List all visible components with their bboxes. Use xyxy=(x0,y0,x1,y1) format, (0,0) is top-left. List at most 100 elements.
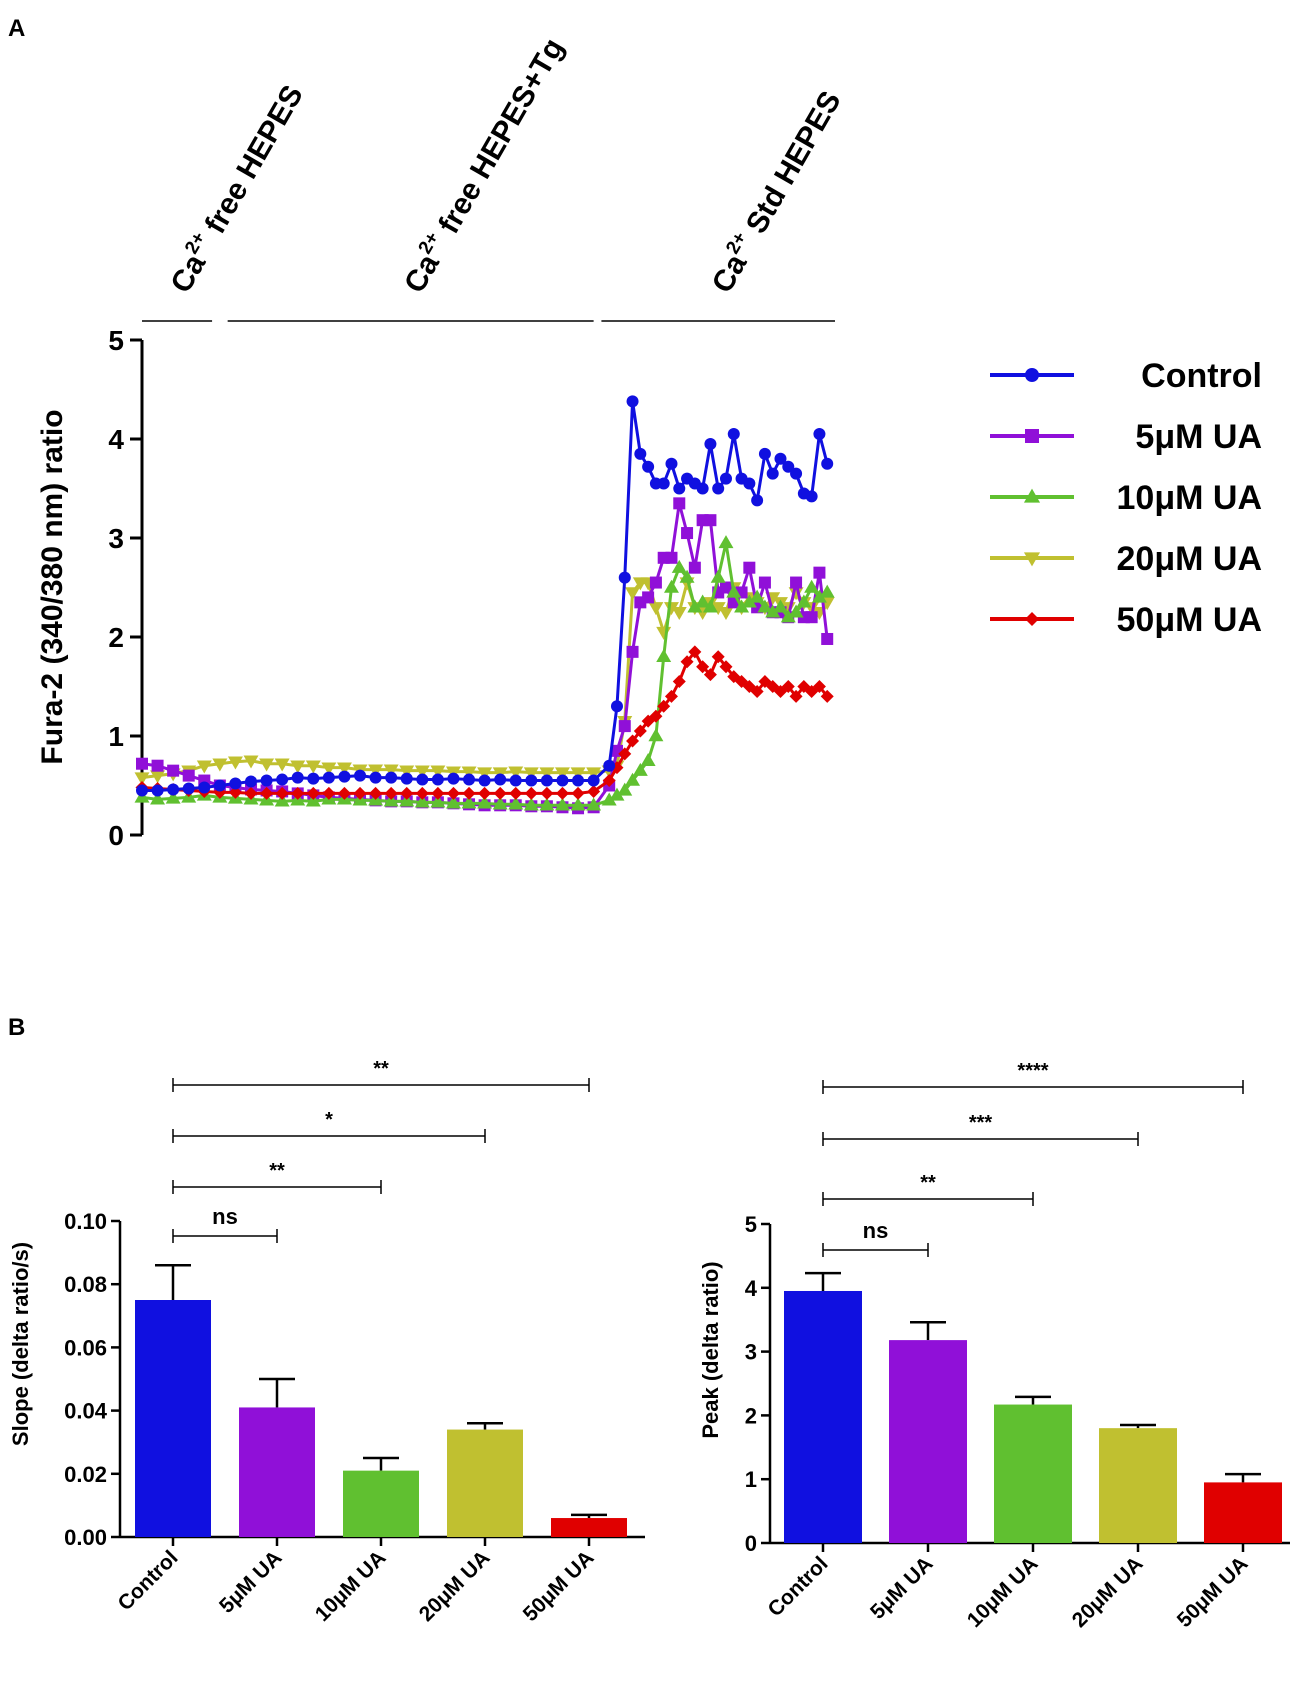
data-point xyxy=(695,594,711,608)
data-point xyxy=(743,561,756,574)
data-point xyxy=(493,786,507,800)
series-line-control xyxy=(142,401,829,792)
data-point xyxy=(805,490,818,503)
data-point xyxy=(336,762,352,776)
panel-a-letter: A xyxy=(8,15,25,42)
data-point xyxy=(445,795,461,809)
data-point xyxy=(671,559,687,573)
data-point xyxy=(719,472,732,485)
data-point xyxy=(788,604,804,618)
data-point xyxy=(196,760,212,774)
data-point xyxy=(539,767,555,781)
data-point xyxy=(523,797,539,811)
data-point xyxy=(633,724,647,738)
legend-label: 20μM UA xyxy=(1117,540,1263,578)
significance-bracket: ns xyxy=(172,1204,278,1243)
y-tick-label: 1 xyxy=(745,1467,757,1492)
data-point xyxy=(789,689,803,703)
data-point xyxy=(554,797,570,811)
data-point xyxy=(657,477,670,490)
data-point xyxy=(790,576,803,589)
data-point xyxy=(774,452,787,465)
data-point xyxy=(572,774,585,787)
data-point xyxy=(260,786,274,800)
data-point xyxy=(385,771,398,784)
significance-bracket: *** xyxy=(822,1112,1139,1146)
data-point xyxy=(134,772,150,786)
data-point xyxy=(648,602,664,616)
legend-item-20um-ua: 20μM UA xyxy=(990,540,1262,578)
significance-bracket: * xyxy=(172,1109,486,1143)
legend-marker xyxy=(1025,429,1039,443)
peak-y-axis-title: Peak (delta ratio) xyxy=(698,1261,723,1438)
data-point xyxy=(821,457,834,470)
data-point xyxy=(821,632,834,645)
data-point xyxy=(618,571,631,584)
data-point xyxy=(369,786,383,800)
bar-20um-ua xyxy=(1099,1428,1177,1543)
data-point xyxy=(274,793,290,807)
data-point xyxy=(805,611,818,624)
bar-5um-ua xyxy=(889,1340,967,1543)
data-point xyxy=(743,477,756,490)
data-point xyxy=(765,604,781,618)
data-point xyxy=(664,602,679,616)
legend-item-5um-ua: 5μM UA xyxy=(990,418,1262,456)
data-point xyxy=(751,494,764,507)
data-point xyxy=(665,457,678,470)
data-point xyxy=(322,771,335,784)
panel-b-letter: B xyxy=(8,1014,25,1041)
data-point xyxy=(766,467,779,480)
peak-bar-chart: Peak (delta ratio) 0 1 2 3 4 5 Control 5μM UA 10… xyxy=(698,1060,1290,1632)
data-point xyxy=(244,786,258,800)
y-tick-label: 3 xyxy=(108,523,124,554)
data-point xyxy=(430,765,446,779)
data-point xyxy=(603,759,616,772)
data-point xyxy=(338,770,351,783)
bar-50um-ua xyxy=(1204,1482,1282,1543)
data-point xyxy=(524,786,538,800)
series-20um-ua xyxy=(134,577,835,786)
significance-bracket: ** xyxy=(822,1172,1034,1206)
data-point xyxy=(718,607,734,621)
data-point xyxy=(369,771,382,784)
data-point xyxy=(415,786,429,800)
data-point xyxy=(813,566,826,579)
significance-label: *** xyxy=(969,1112,993,1134)
data-point xyxy=(749,589,765,603)
data-point xyxy=(587,784,601,798)
data-point xyxy=(151,759,164,772)
data-point xyxy=(228,785,242,799)
data-point xyxy=(165,790,181,804)
data-point xyxy=(702,599,718,613)
data-point xyxy=(150,791,166,805)
data-point xyxy=(571,786,585,800)
data-point xyxy=(400,772,413,785)
legend-item-10um-ua: 10μM UA xyxy=(990,479,1262,517)
bar-50um-ua xyxy=(551,1518,627,1537)
data-point xyxy=(399,793,415,807)
data-point xyxy=(727,428,740,441)
data-point xyxy=(617,782,633,796)
bar-10um-ua xyxy=(994,1404,1072,1543)
y-tick-label: 0.06 xyxy=(64,1335,107,1360)
y-tick-label: 5 xyxy=(108,325,124,356)
significance-label: * xyxy=(325,1109,333,1131)
data-point xyxy=(213,779,226,792)
data-point xyxy=(508,796,524,810)
significance-bracket: ** xyxy=(172,1160,382,1194)
data-point xyxy=(275,786,289,800)
data-point xyxy=(477,767,493,781)
data-point xyxy=(712,482,725,495)
data-point xyxy=(291,771,304,784)
data-point xyxy=(696,482,709,495)
data-point xyxy=(227,756,243,770)
data-point xyxy=(687,599,703,613)
y-tick-label: 0 xyxy=(745,1531,757,1556)
data-point xyxy=(431,786,445,800)
data-point xyxy=(757,599,773,613)
data-point xyxy=(673,497,686,510)
data-point xyxy=(477,795,493,809)
data-point xyxy=(586,797,602,811)
data-point xyxy=(790,467,803,480)
